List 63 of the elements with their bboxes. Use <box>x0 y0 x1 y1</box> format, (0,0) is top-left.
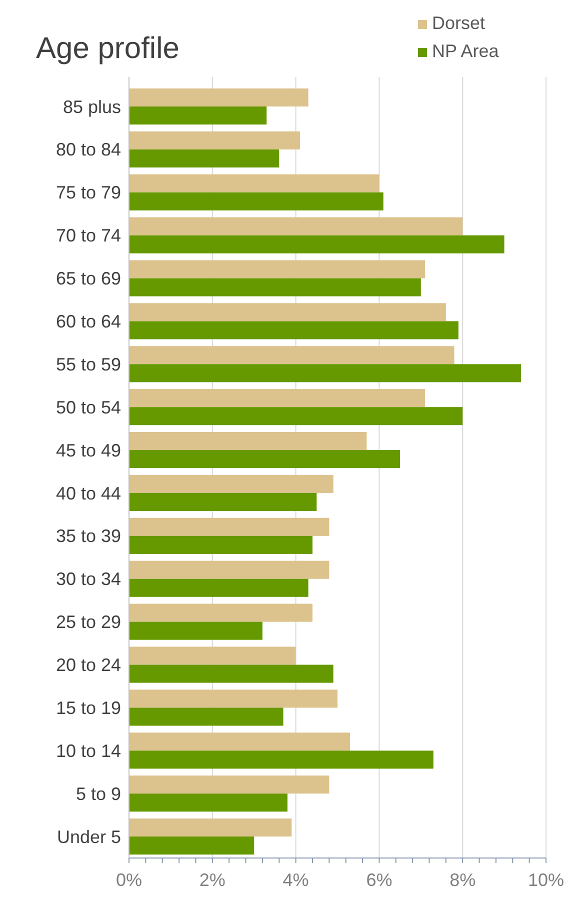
bar <box>129 474 334 493</box>
bar <box>129 578 308 597</box>
y-tick-label: 55 to 59 <box>56 354 121 374</box>
y-tick-label: 85 plus <box>62 96 121 117</box>
bar <box>129 836 254 855</box>
x-tick-label: 8% <box>450 870 476 890</box>
y-tick-label: 65 to 69 <box>56 268 121 289</box>
y-tick-label: 25 to 29 <box>56 612 121 632</box>
y-tick-label: 5 to 9 <box>76 784 121 804</box>
bar <box>129 149 280 168</box>
bar <box>129 389 426 408</box>
bar <box>129 776 330 794</box>
bar <box>129 192 384 210</box>
bar <box>129 432 367 450</box>
x-tick-label: 2% <box>199 870 226 890</box>
bar <box>129 346 454 364</box>
bar <box>129 818 292 837</box>
bar <box>129 364 521 382</box>
bar <box>129 88 308 106</box>
y-tick-label: Under 5 <box>56 826 121 847</box>
bar <box>129 560 330 579</box>
x-tick-label: 0% <box>116 870 142 890</box>
y-tick-label: 40 to 44 <box>56 483 121 504</box>
bar <box>129 235 504 254</box>
bar <box>129 303 446 322</box>
x-tick-label: 10% <box>528 870 564 890</box>
y-tick-label: 70 to 74 <box>56 226 121 246</box>
bar <box>129 174 380 192</box>
bar <box>129 750 434 769</box>
bar <box>129 604 312 622</box>
bar <box>129 690 338 708</box>
bar <box>129 278 421 296</box>
bar <box>129 492 317 512</box>
bar <box>129 131 300 150</box>
bar <box>129 708 284 726</box>
y-tick-label: 45 to 49 <box>56 440 121 460</box>
y-tick-label: 75 to 79 <box>56 182 121 203</box>
y-tick-label: 10 to 14 <box>56 740 121 761</box>
bar <box>129 106 267 125</box>
bar <box>129 536 312 554</box>
y-tick-label: 30 to 34 <box>56 569 121 590</box>
x-tick-label: 6% <box>366 870 392 890</box>
bar <box>129 260 426 278</box>
bar <box>129 664 334 683</box>
bar <box>129 450 400 468</box>
bar <box>129 794 288 812</box>
bar <box>129 518 330 536</box>
chart-title: Age profile <box>36 32 180 65</box>
bar <box>129 646 296 665</box>
bar <box>129 622 262 640</box>
bar <box>129 732 350 751</box>
bar <box>129 217 463 236</box>
y-tick-label: 15 to 19 <box>56 698 121 718</box>
legend-label: NP Area <box>432 41 500 61</box>
y-tick-label: 50 to 54 <box>56 397 121 418</box>
y-tick-label: 35 to 39 <box>56 526 121 546</box>
bar <box>129 407 463 426</box>
legend-label: Dorset <box>432 13 486 33</box>
y-tick-label: 20 to 24 <box>56 655 121 676</box>
bar <box>129 321 458 340</box>
y-tick-label: 60 to 64 <box>56 311 121 332</box>
x-tick-label: 4% <box>282 870 309 890</box>
y-tick-label: 80 to 84 <box>56 140 121 160</box>
